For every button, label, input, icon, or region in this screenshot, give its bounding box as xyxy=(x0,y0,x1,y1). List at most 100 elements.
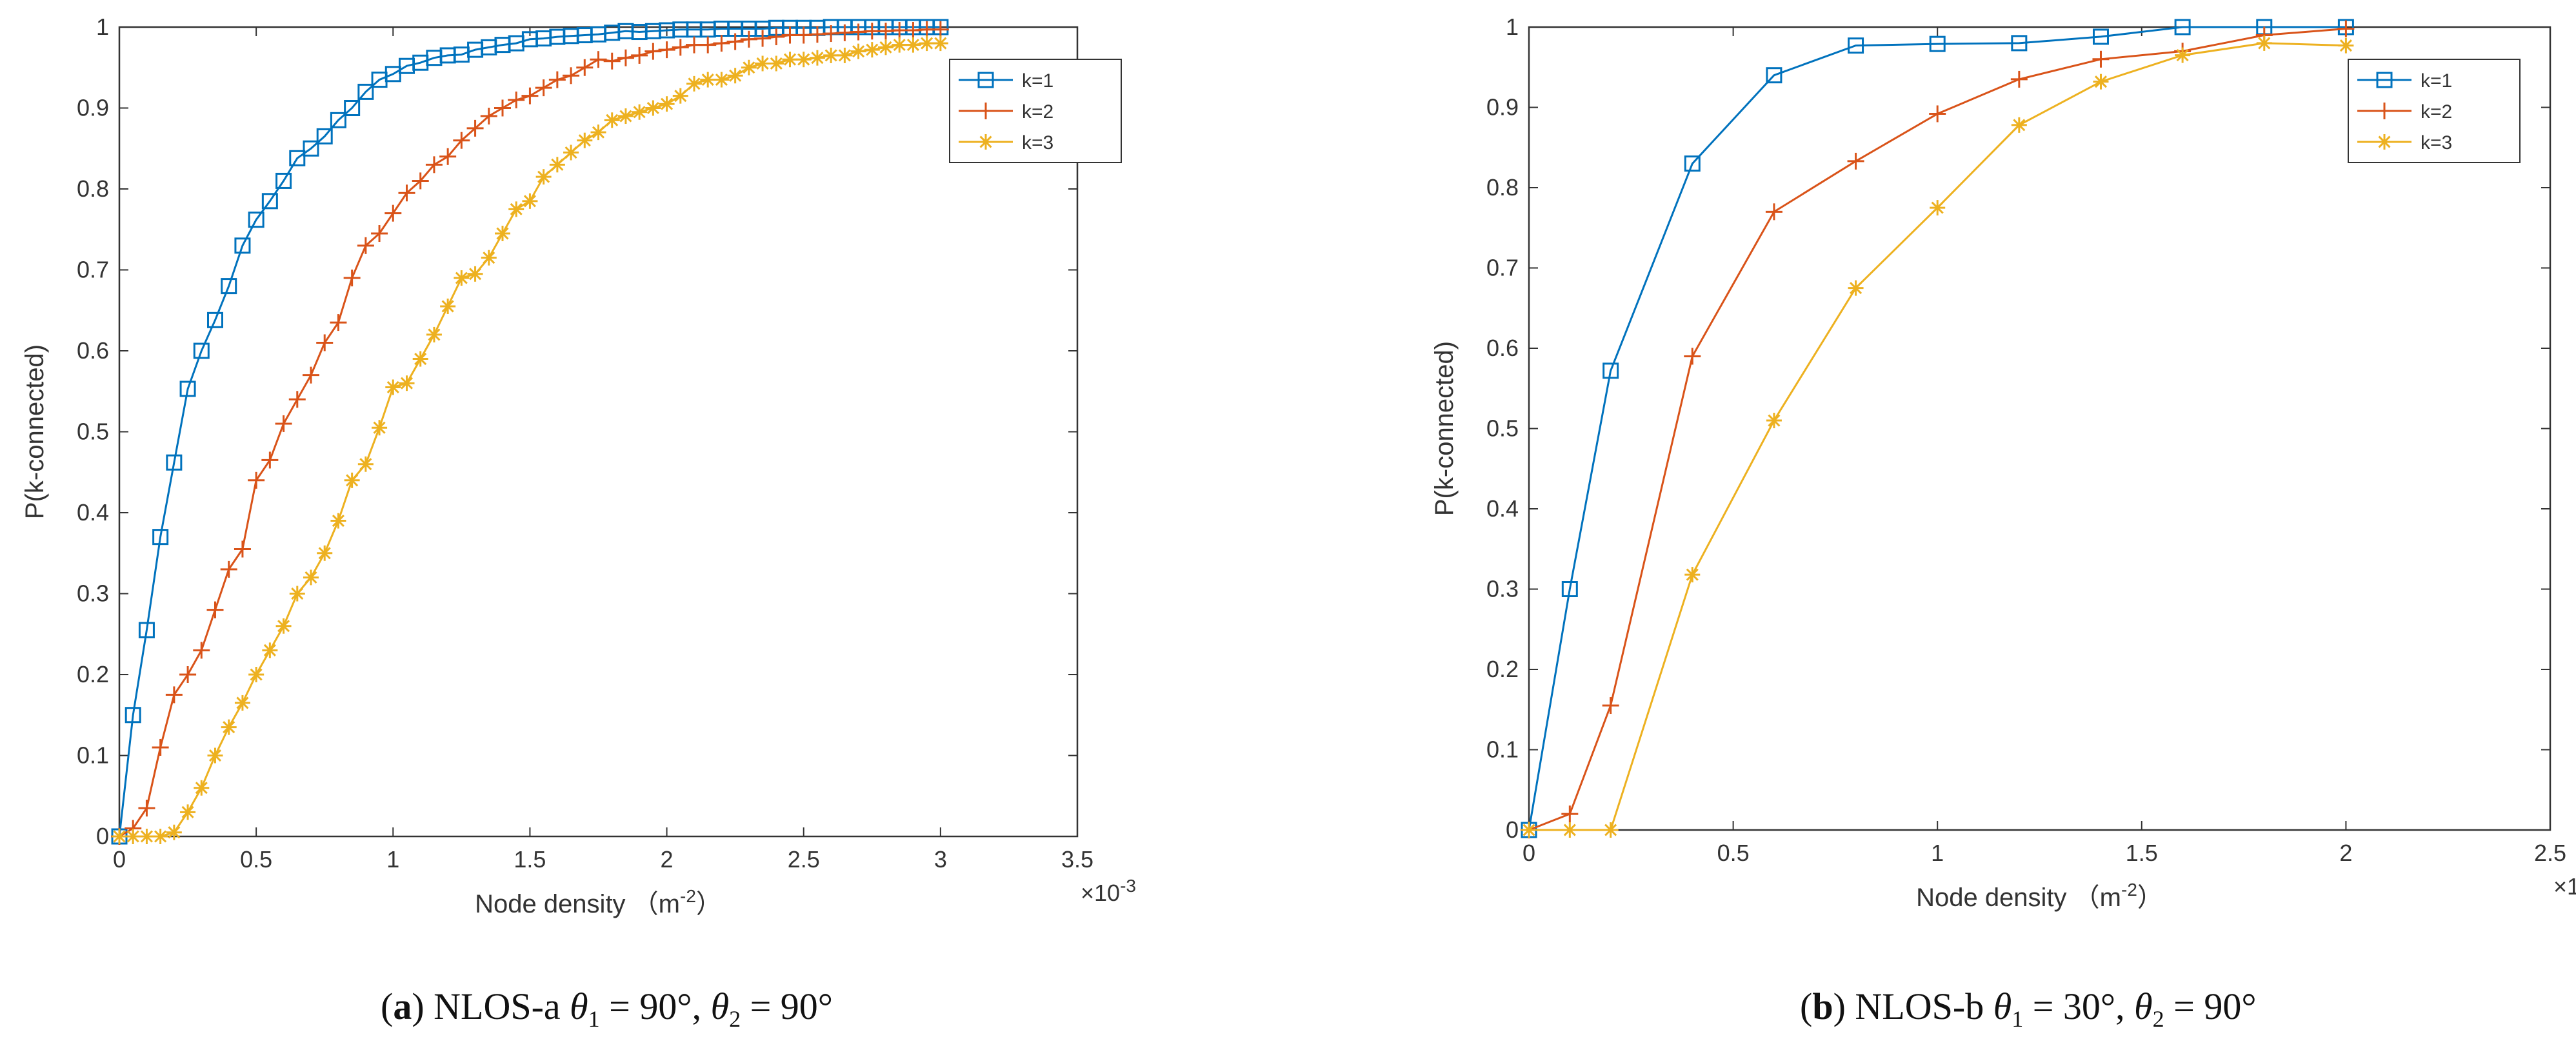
data-point xyxy=(932,35,948,52)
data-point xyxy=(768,55,784,72)
data-point xyxy=(152,529,169,546)
y-tick-label: 0.9 xyxy=(1486,94,1519,121)
data-point xyxy=(1561,581,1578,597)
data-point xyxy=(453,132,470,149)
data-point xyxy=(727,68,743,84)
data-point xyxy=(344,100,361,116)
data-point xyxy=(535,169,552,185)
data-point xyxy=(1766,413,1782,429)
data-point xyxy=(344,472,360,488)
y-tick-label: 0.4 xyxy=(77,499,109,526)
data-point xyxy=(248,212,265,228)
data-point xyxy=(576,59,594,76)
data-point xyxy=(275,415,292,432)
data-point xyxy=(672,88,688,104)
data-point xyxy=(1602,697,1619,715)
data-point xyxy=(713,35,730,52)
data-point xyxy=(508,91,525,108)
chart-panel-b: 0 0.5 1 1.5 2 2.5 0 0.1 0.2 0.3 0.4 0.5 0.6 0.7 0.8 0.9… xyxy=(1430,14,2576,1032)
data-point xyxy=(180,804,196,820)
y-tick-label: 0.5 xyxy=(77,419,109,445)
data-point xyxy=(495,226,510,242)
legend-label: k=2 xyxy=(1022,101,1053,123)
y-axis-label: P(k-connected) xyxy=(1430,341,1459,516)
legend-label: k=3 xyxy=(2421,132,2452,153)
data-point xyxy=(645,100,661,116)
data-point xyxy=(535,79,552,97)
data-point xyxy=(1561,805,1579,823)
data-point xyxy=(850,43,866,59)
series-k-3 xyxy=(1521,35,2354,838)
data-point xyxy=(425,156,443,173)
y-axis-label: P(k-connected) xyxy=(21,344,49,519)
plot-area xyxy=(118,26,1079,838)
data-point xyxy=(864,42,880,58)
data-point xyxy=(1930,200,1946,216)
data-point xyxy=(658,41,675,59)
data-point xyxy=(905,37,921,53)
y-tick-label: 0.8 xyxy=(77,175,109,202)
data-point xyxy=(207,311,223,328)
data-point xyxy=(152,738,169,756)
y-tick-label: 0 xyxy=(96,823,109,849)
x-tick-label: 1.5 xyxy=(2126,840,2158,866)
data-point xyxy=(439,148,457,165)
data-point xyxy=(234,695,250,711)
data-point xyxy=(193,642,210,659)
y-tick-label: 0.7 xyxy=(1486,255,1519,281)
data-point xyxy=(125,829,141,844)
data-point xyxy=(1603,822,1619,838)
data-point xyxy=(412,351,428,367)
data-point xyxy=(563,67,580,84)
data-point xyxy=(590,51,607,68)
chart-panel-a: 0 0.5 1 1.5 2 2.5 3 3.5 0 0.1 0.2 0.3 0.4 0.5 0.6 0.7 0.… xyxy=(21,14,1136,1032)
y-tick-label: 0.6 xyxy=(1486,335,1519,361)
series-line xyxy=(1528,28,2346,831)
data-point xyxy=(672,39,689,56)
data-point xyxy=(179,380,196,397)
x-tick-label: 3.5 xyxy=(1061,846,1093,873)
data-point xyxy=(138,622,155,638)
y-tick-label: 0.8 xyxy=(1486,174,1519,201)
data-point xyxy=(166,824,182,840)
data-point xyxy=(631,46,648,64)
data-point xyxy=(165,686,183,704)
data-point xyxy=(207,747,223,764)
data-point xyxy=(549,157,565,173)
y-tick-label: 1 xyxy=(96,14,109,40)
data-point xyxy=(1765,203,1782,221)
data-point xyxy=(303,140,319,157)
data-point xyxy=(714,72,730,88)
data-point xyxy=(726,33,744,50)
data-point xyxy=(2337,20,2355,37)
legend: k=1 k=2 k=3 xyxy=(949,59,1122,163)
data-point xyxy=(823,47,839,63)
legend-entry: k=3 xyxy=(2357,132,2452,153)
y-tick-label: 0.5 xyxy=(1486,415,1519,442)
data-point xyxy=(357,456,374,472)
legend-entry: k=2 xyxy=(2357,101,2452,123)
data-point xyxy=(385,379,401,395)
data-point xyxy=(548,71,566,88)
data-point xyxy=(795,52,812,68)
data-point xyxy=(330,513,346,529)
data-point xyxy=(741,59,757,75)
data-point xyxy=(699,36,717,54)
data-point xyxy=(288,391,306,408)
data-point xyxy=(398,184,415,202)
data-point xyxy=(248,667,265,682)
data-point xyxy=(371,225,388,242)
x-tick-label: 0 xyxy=(1523,840,1535,866)
data-point xyxy=(700,72,716,88)
x-tick-label: 1 xyxy=(1931,840,1944,866)
legend-marker xyxy=(2376,72,2393,88)
data-point xyxy=(372,420,388,436)
legend-label: k=1 xyxy=(2421,70,2452,92)
data-point xyxy=(563,144,579,161)
data-point xyxy=(357,237,374,254)
y-tick-label: 0.2 xyxy=(1486,656,1519,682)
data-point xyxy=(234,237,251,254)
y-tick-label: 0.6 xyxy=(77,337,109,364)
data-point xyxy=(2092,50,2110,68)
